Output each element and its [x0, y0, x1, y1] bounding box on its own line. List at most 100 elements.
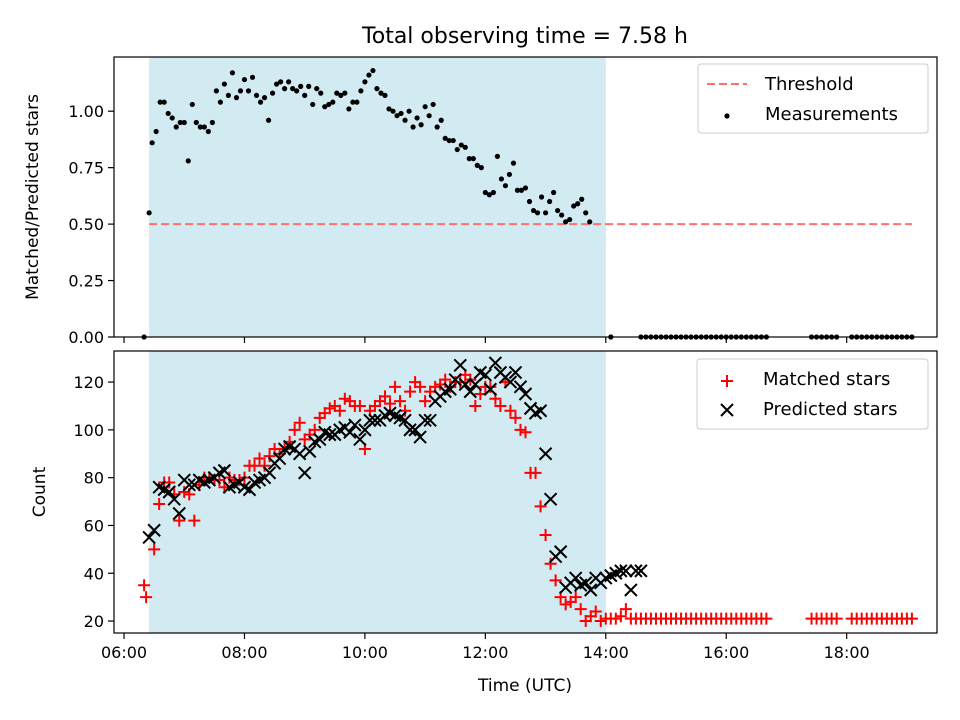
measurements-point — [189, 101, 195, 108]
matched-stars-point — [519, 426, 532, 439]
measurements-point — [358, 88, 364, 94]
measurements-point — [185, 158, 191, 164]
measurements-point — [282, 86, 288, 92]
measurements-legend-swatch — [724, 113, 730, 119]
measurements-point — [273, 81, 280, 87]
matched-stars-point — [414, 380, 427, 393]
measurements-point — [466, 156, 472, 162]
measurements-point — [486, 192, 492, 198]
measurements-point — [462, 144, 468, 150]
measurements-point — [269, 90, 276, 96]
measurements-point — [559, 212, 565, 218]
predicted-stars-point — [579, 576, 593, 590]
count-legend: Matched stars Predicted stars — [696, 358, 929, 430]
measurements-point — [205, 128, 211, 135]
matched-stars-point — [609, 612, 622, 625]
matched-stars-point — [394, 395, 407, 408]
measurements-point — [426, 113, 432, 119]
measurements-point — [474, 162, 480, 168]
predicted-stars-point — [513, 380, 528, 394]
measurements-point — [342, 90, 348, 96]
matched-stars-point — [589, 605, 602, 618]
measurements-point — [563, 219, 569, 225]
predicted-stars-point — [182, 478, 196, 492]
measurements-point — [398, 110, 404, 117]
matched-stars-point — [338, 392, 351, 405]
predicted-stars-point — [167, 492, 181, 506]
matched-stars-point — [549, 574, 562, 587]
measurements-point — [302, 92, 308, 98]
measurements-point — [454, 146, 460, 153]
measurements-point — [402, 117, 408, 123]
chart-title: Total observing time = 7.58 h — [361, 24, 688, 49]
count-y-tick-label: 60 — [84, 516, 104, 535]
measurements-point — [579, 196, 585, 202]
measurements-point — [494, 153, 500, 159]
count-y-tick-label: 100 — [73, 421, 104, 440]
x-tick-label: 08:00 — [221, 643, 267, 662]
ratio-y-tick-label: 0.25 — [68, 272, 104, 291]
measurements-point — [414, 115, 420, 121]
measurements-point — [217, 99, 223, 105]
measurements-point — [225, 92, 232, 98]
measurements-point — [510, 160, 517, 166]
x-tick-label: 10:00 — [342, 643, 388, 662]
matched-stars-point — [574, 603, 587, 616]
predicted-stars-point — [353, 432, 367, 447]
predicted-stars-point — [508, 365, 523, 380]
measurements-point — [438, 117, 444, 123]
predicted-stars-point — [418, 413, 432, 428]
measurements-point — [555, 207, 561, 214]
measurements-point — [571, 203, 577, 209]
predicted-stars-point — [478, 368, 493, 382]
count-y-tick-label: 40 — [84, 564, 104, 583]
matched-stars-point — [905, 612, 918, 625]
predicted-stars-point — [323, 427, 337, 442]
matched-stars-point — [323, 402, 336, 415]
measurements-point — [354, 99, 360, 105]
matched-stars-point — [419, 395, 432, 408]
matched-stars-point — [509, 411, 522, 424]
matched-stars-point — [384, 397, 397, 410]
matched-stars-point — [569, 591, 582, 604]
measurements-point — [161, 99, 167, 105]
measurements-point — [201, 124, 207, 130]
measurements-point — [386, 106, 392, 112]
measurements-point — [530, 207, 537, 214]
matched-stars-point — [178, 486, 191, 498]
measurements-point — [334, 90, 340, 96]
predicted-stars-point — [458, 377, 472, 392]
predicted-stars-point — [533, 404, 548, 418]
measurements-point — [177, 119, 183, 126]
measurements-point — [514, 187, 521, 193]
predicted-stars-point — [553, 545, 568, 559]
predicted-stars-point — [483, 382, 498, 396]
predicted-stars-point — [463, 384, 478, 399]
count-panel-frame — [113, 350, 938, 634]
ratio-panel: 0.00 0.25 0.50 0.75 1.00 Matched/Predicted s… — [23, 56, 938, 347]
measurements-point — [458, 142, 464, 148]
ratio-y-tick-label: 0.50 — [68, 215, 104, 234]
predicted-stars-point — [584, 583, 598, 597]
measurements-point — [330, 99, 336, 105]
measurements-point — [422, 104, 428, 110]
x-tick-label: 16:00 — [703, 643, 749, 662]
measurements-point — [314, 86, 320, 92]
matched-stars-point — [559, 598, 572, 611]
measurements-point — [157, 99, 163, 105]
measurements-point — [241, 76, 248, 83]
measurements-point — [502, 183, 509, 189]
predicted-stars-point — [147, 523, 161, 537]
measurements-point — [338, 92, 344, 98]
predicted-stars-point — [313, 432, 327, 447]
measurements-point — [346, 106, 352, 112]
measurements-point — [490, 189, 496, 196]
ratio-observing-window — [149, 57, 606, 337]
predicted-stars-point — [172, 506, 186, 521]
predicted-stars-point — [619, 564, 633, 578]
threshold-legend-label: Threshold — [764, 74, 854, 95]
measurements-point — [522, 185, 529, 191]
measurements-point — [310, 101, 316, 108]
predicted-stars-point — [343, 425, 357, 439]
predicted-stars-point — [624, 583, 638, 597]
